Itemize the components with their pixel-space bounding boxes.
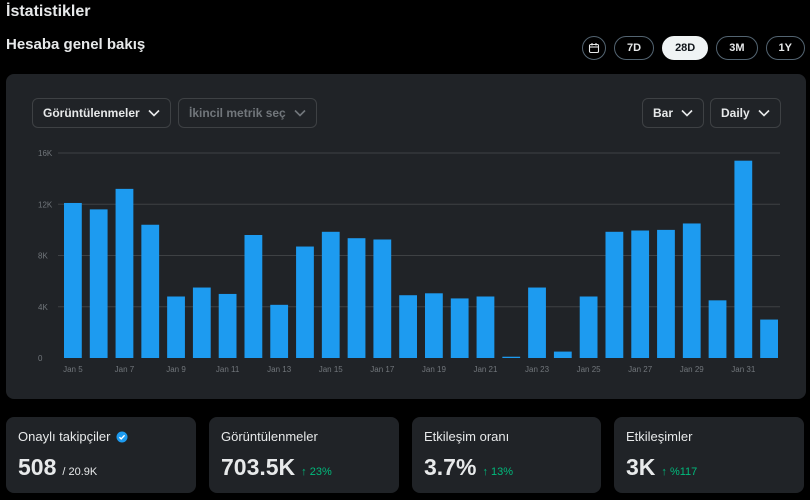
stat-delta: ↑ 23%: [301, 466, 332, 478]
bar-jan-31[interactable]: [734, 160, 753, 358]
stat-card-views: Görüntülenmeler 703.5K ↑ 23%: [209, 417, 399, 493]
bar-jan-24[interactable]: [553, 351, 572, 358]
bar-jan-21[interactable]: [476, 296, 495, 359]
range-3m-button[interactable]: 3M: [716, 36, 758, 60]
bar-jan-26[interactable]: [605, 231, 624, 358]
secondary-metric-placeholder: İkincil metrik seç: [189, 106, 286, 120]
bar-jan-10[interactable]: [192, 287, 211, 358]
chevron-down-icon: [758, 109, 770, 117]
stat-card-verified-followers: Onaylı takipçiler 508 / 20.9K: [6, 417, 196, 493]
bar-jan-6[interactable]: [89, 209, 108, 358]
stat-delta: ↑ %117: [661, 466, 698, 478]
x-tick-label: Jan 31: [731, 365, 756, 374]
bar-jan-25[interactable]: [579, 296, 598, 359]
bar-jan-18[interactable]: [399, 295, 417, 358]
chevron-down-icon: [148, 109, 160, 117]
x-tick-label: Jan 15: [319, 365, 344, 374]
bar-jan-15[interactable]: [321, 231, 340, 358]
x-tick-label: Jan 11: [216, 365, 240, 374]
bar-jan-12[interactable]: [244, 235, 263, 358]
x-tick-label: Jan 25: [577, 365, 602, 374]
x-tick-label: Jan 27: [628, 365, 653, 374]
bar-jan-30[interactable]: [708, 300, 727, 358]
stat-value: 508: [18, 454, 57, 480]
bar-jan-19[interactable]: [425, 293, 443, 358]
bar-jan-11[interactable]: [218, 293, 237, 358]
bar-jan-8[interactable]: [141, 224, 160, 358]
x-tick-label: Jan 23: [525, 365, 550, 374]
x-tick-label: Jan 29: [680, 365, 705, 374]
x-tick-label: Jan 5: [63, 365, 83, 374]
stat-card-engagements: Etkileşimler 3K ↑ %117: [614, 417, 804, 493]
stat-card-engagement-rate: Etkileşim oranı 3.7% ↑ 13%: [412, 417, 601, 493]
stat-label: Onaylı takipçiler: [18, 429, 184, 444]
bar-jan-14[interactable]: [296, 246, 314, 358]
date-range-selector: 7D 28D 3M 1Y: [582, 36, 805, 60]
stat-sub: / 20.9K: [62, 466, 98, 478]
metric-dropdown[interactable]: Görüntülenmeler: [32, 98, 171, 128]
chart-type-dropdown[interactable]: Bar: [642, 98, 705, 128]
bar-jan-27[interactable]: [631, 230, 650, 358]
bar-jan-9[interactable]: [167, 296, 185, 359]
y-tick-label: 0: [38, 354, 43, 363]
page-title: İstatistikler: [6, 3, 91, 20]
chevron-down-icon: [681, 109, 693, 117]
x-tick-label: Jan 7: [115, 365, 135, 374]
stat-label-text: Etkileşimler: [626, 429, 693, 444]
y-tick-label: 12K: [38, 200, 53, 209]
interval-dropdown[interactable]: Daily: [710, 98, 781, 128]
interval-label: Daily: [721, 106, 750, 120]
range-7d-button[interactable]: 7D: [614, 36, 655, 60]
x-tick-label: Jan 13: [267, 365, 292, 374]
stat-value: 3K: [626, 454, 656, 480]
bar-jan-16[interactable]: [347, 238, 366, 358]
metric-dropdown-label: Görüntülenmeler: [43, 106, 140, 120]
bar-jan-7[interactable]: [115, 188, 134, 358]
y-tick-label: 16K: [38, 149, 53, 158]
bar-jan-28[interactable]: [657, 229, 675, 358]
bar-chart: 0 4K 8K 12K 16K Jan 5 Jan 7 Jan 9 Jan 11 Jan 13 Ja…: [38, 149, 780, 374]
x-tick-label: Jan 19: [422, 365, 447, 374]
chart-type-label: Bar: [653, 106, 674, 120]
stat-label-text: Onaylı takipçiler: [18, 429, 111, 444]
bar-jan-5[interactable]: [64, 202, 82, 358]
bar-jan-20[interactable]: [450, 298, 469, 358]
stat-label-text: Görüntülenmeler: [221, 429, 318, 444]
bar-feb-1[interactable]: [760, 319, 778, 358]
bar-jan-22[interactable]: [502, 356, 521, 358]
y-tick-label: 8K: [38, 252, 48, 261]
x-tick-label: Jan 17: [370, 365, 395, 374]
stat-delta: ↑ 13%: [482, 466, 514, 478]
bar-jan-29[interactable]: [682, 223, 701, 358]
chevron-down-icon: [294, 109, 306, 117]
chart-card: Görüntülenmeler İkincil metrik seç Bar D…: [6, 74, 806, 399]
stat-value: 703.5K: [221, 454, 296, 480]
range-1y-button[interactable]: 1Y: [765, 36, 805, 60]
verified-badge-icon: [116, 431, 128, 442]
bar-jan-17[interactable]: [373, 239, 392, 358]
y-tick-label: 4K: [38, 303, 48, 312]
x-tick-label: Jan 9: [166, 365, 186, 374]
stat-value: 3.7%: [424, 454, 477, 480]
bar-jan-23[interactable]: [528, 287, 546, 358]
bar-jan-13[interactable]: [270, 304, 289, 358]
calendar-button[interactable]: [582, 36, 606, 60]
stat-label-text: Etkileşim oranı: [424, 429, 510, 444]
calendar-icon: [588, 43, 600, 54]
x-tick-label: Jan 21: [473, 365, 498, 374]
secondary-metric-dropdown[interactable]: İkincil metrik seç: [178, 98, 317, 128]
range-28d-button[interactable]: 28D: [662, 36, 709, 60]
section-title: Hesaba genel bakış: [6, 36, 146, 53]
